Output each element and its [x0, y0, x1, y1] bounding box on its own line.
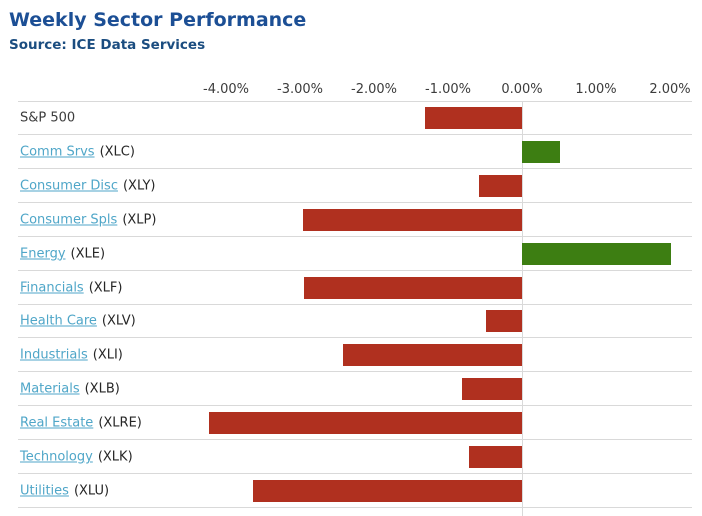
sector-link-materials[interactable]: Materials	[20, 381, 80, 397]
row-separator-line	[18, 371, 692, 373]
chart-row: Industrials (XLI)	[18, 338, 692, 373]
performance-bar	[302, 208, 522, 231]
axis-tick-label: -4.00%	[203, 82, 249, 97]
performance-bar	[522, 140, 560, 163]
chart-row: Consumer Disc (XLY)	[18, 169, 692, 203]
sector-link-industrials[interactable]: Industrials	[20, 347, 88, 363]
performance-bar	[208, 412, 522, 435]
row-separator-line	[18, 337, 692, 339]
sector-link-consumer-spls[interactable]: Consumer Spls	[20, 212, 118, 228]
sector-label: Technology (XLK)	[20, 450, 133, 465]
row-separator-line	[18, 405, 692, 407]
sector-ticker: (XLP)	[122, 212, 157, 228]
chart-row: Real Estate (XLRE)	[18, 406, 692, 441]
sector-label: S&P 500	[20, 111, 75, 126]
performance-bar	[479, 174, 522, 197]
plot-area: S&P 500 Comm Srvs (XLC) Consumer Disc (XLY) C…	[18, 101, 692, 516]
sector-ticker: (XLU)	[73, 483, 110, 499]
performance-bar	[486, 310, 522, 333]
sector-ticker: (XLF)	[88, 280, 123, 295]
sector-label: Utilities (XLU)	[20, 483, 109, 498]
chart-row: Energy (XLE)	[18, 237, 692, 271]
sector-ticker: (XLRE)	[98, 415, 142, 431]
sector-label: Consumer Spls (XLP)	[20, 212, 156, 227]
sector-label: Materials (XLB)	[20, 382, 120, 397]
performance-bar	[425, 107, 522, 129]
sector-link-consumer-disc[interactable]: Consumer Disc	[20, 178, 118, 194]
axis-tick-label: 1.00%	[575, 82, 617, 97]
sector-link-real-estate[interactable]: Real Estate	[20, 415, 94, 431]
sector-label: Consumer Disc (XLY)	[20, 178, 155, 193]
axis-tick-label: 0.00%	[501, 82, 543, 97]
chart-row: Materials (XLB)	[18, 372, 692, 407]
chart-row: Comm Srvs (XLC)	[18, 135, 692, 169]
axis-line	[18, 101, 692, 102]
sector-performance-chart: -4.00% -3.00% -2.00% -1.00% 0.00% 1.00% 2.00% …	[0, 80, 702, 516]
sector-ticker: (XLV)	[101, 313, 136, 329]
chart-row: Financials (XLF)	[18, 271, 692, 305]
sector-name: S&P 500	[20, 110, 76, 126]
chart-source: Source: ICE Data Services	[9, 37, 206, 53]
performance-bar	[252, 479, 522, 502]
axis-tick-label: -1.00%	[425, 82, 471, 97]
sector-ticker: (XLC)	[99, 144, 135, 160]
performance-bar	[462, 378, 522, 401]
sector-label: Comm Srvs (XLC)	[20, 144, 135, 159]
chart-row: Utilities (XLU)	[18, 474, 692, 508]
chart-row: S&P 500	[18, 101, 692, 135]
row-separator-line	[18, 473, 692, 474]
performance-bar	[522, 242, 672, 265]
chart-row: Technology (XLK)	[18, 440, 692, 474]
row-separator-line	[18, 167, 692, 169]
sector-ticker: (XLY)	[122, 178, 156, 194]
row-separator-line	[18, 506, 692, 508]
zero-axis-line	[521, 101, 523, 516]
sector-link-comm-srvs[interactable]: Comm Srvs	[20, 144, 95, 160]
sector-ticker: (XLB)	[84, 381, 120, 397]
sector-link-health-care[interactable]: Health Care	[20, 313, 97, 329]
sector-link-financials[interactable]: Financials	[20, 280, 84, 295]
row-separator-line	[18, 439, 692, 441]
row-separator-line	[18, 201, 692, 203]
sector-link-technology[interactable]: Technology	[20, 449, 93, 465]
axis-tick-label: -3.00%	[277, 82, 323, 97]
sector-ticker: (XLE)	[70, 246, 106, 262]
row-separator-line	[18, 134, 692, 135]
sector-ticker: (XLI)	[92, 347, 123, 363]
chart-row: Health Care (XLV)	[18, 304, 692, 339]
sector-link-energy[interactable]: Energy	[20, 246, 66, 262]
sector-ticker: (XLK)	[97, 449, 133, 465]
chart-row: Consumer Spls (XLP)	[18, 203, 692, 237]
page-title: Weekly Sector Performance	[9, 9, 307, 31]
performance-bar	[469, 446, 522, 468]
row-separator-line	[18, 269, 692, 271]
performance-bar	[303, 276, 522, 299]
sector-label: Industrials (XLI)	[20, 348, 123, 363]
sector-label: Financials (XLF)	[20, 280, 122, 295]
row-separator-line	[18, 235, 692, 237]
sector-link-utilities[interactable]: Utilities	[20, 483, 69, 499]
row-separator-line	[18, 303, 692, 305]
sector-label: Health Care (XLV)	[20, 314, 136, 329]
axis-tick-label: -2.00%	[351, 82, 397, 97]
performance-bar	[342, 344, 522, 367]
sector-label: Real Estate (XLRE)	[20, 416, 142, 431]
sector-label: Energy (XLE)	[20, 246, 105, 261]
axis-tick-label: 2.00%	[649, 82, 691, 97]
